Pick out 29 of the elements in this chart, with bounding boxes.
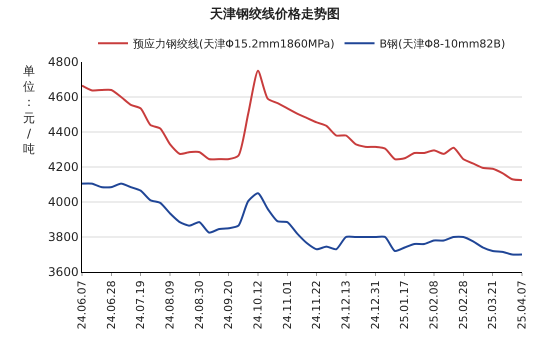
x-tick-label: 25.01.17 bbox=[398, 280, 412, 330]
x-tick-label: 24.06.07 bbox=[76, 280, 89, 330]
x-tick-label: 25.04.07 bbox=[516, 280, 529, 330]
x-tick-label: 24.09.20 bbox=[222, 280, 236, 330]
x-tick-label: 25.03.21 bbox=[486, 280, 500, 330]
y-tick-label: 4400 bbox=[48, 125, 79, 140]
x-tick-label: 24.06.28 bbox=[104, 280, 118, 330]
x-tick-label: 24.10.12 bbox=[252, 280, 265, 330]
x-tick-label: 24.08.09 bbox=[164, 280, 177, 330]
y-tick-label: 3800 bbox=[48, 230, 79, 244]
y-tick-label: 4800 bbox=[48, 55, 79, 70]
x-tick-label: 24.11.22 bbox=[310, 280, 324, 330]
y-tick-label: 3600 bbox=[48, 265, 79, 280]
legend-label: 预应力钢绞线(天津Φ15.2mm1860MPa) bbox=[133, 38, 335, 51]
x-tick-label: 24.12.13 bbox=[340, 280, 353, 330]
x-tick-label: 25.02.08 bbox=[428, 280, 441, 330]
x-tick-label: 24.12.31 bbox=[368, 280, 382, 330]
x-tick-label: 24.07.19 bbox=[134, 280, 148, 330]
y-tick-label: 4000 bbox=[48, 195, 79, 210]
line-series bbox=[82, 70, 522, 182]
y-axis-title: 单位：元/吨 bbox=[23, 64, 35, 156]
chart-title: 天津钢绞线价格走势图 bbox=[209, 6, 340, 22]
y-tick-label: 4600 bbox=[48, 90, 79, 104]
y-tick-label: 4200 bbox=[48, 160, 79, 174]
x-tick-label: 24.11.01 bbox=[280, 280, 294, 330]
line-series bbox=[82, 182, 522, 256]
legend-label: B钢(天津Φ8-10mm82B) bbox=[380, 38, 506, 51]
x-tick-label: 25.02.28 bbox=[456, 280, 470, 330]
x-tick-label: 24.08.30 bbox=[192, 280, 206, 330]
